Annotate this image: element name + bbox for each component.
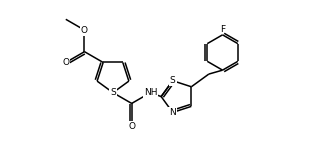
Text: S: S [170, 76, 176, 85]
Text: N: N [169, 108, 176, 117]
Text: O: O [81, 26, 88, 35]
Text: NH: NH [144, 88, 157, 97]
Text: O: O [128, 123, 135, 131]
Text: O: O [62, 58, 69, 67]
Text: S: S [110, 88, 116, 97]
Text: F: F [220, 25, 225, 34]
